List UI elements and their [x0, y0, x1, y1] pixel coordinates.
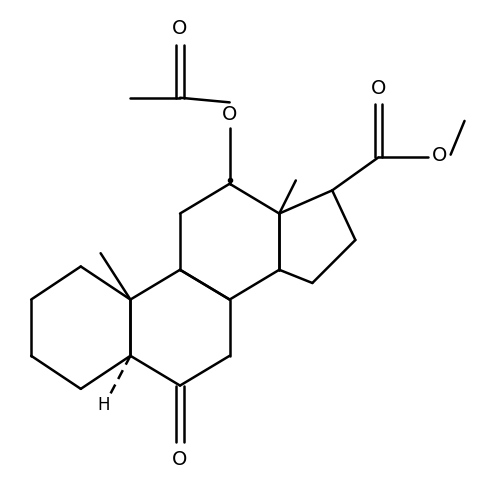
Text: O: O [172, 19, 188, 38]
Text: O: O [172, 450, 188, 469]
Text: O: O [432, 146, 448, 166]
Text: H: H [98, 396, 110, 414]
Text: O: O [371, 79, 386, 98]
Text: O: O [222, 105, 238, 124]
